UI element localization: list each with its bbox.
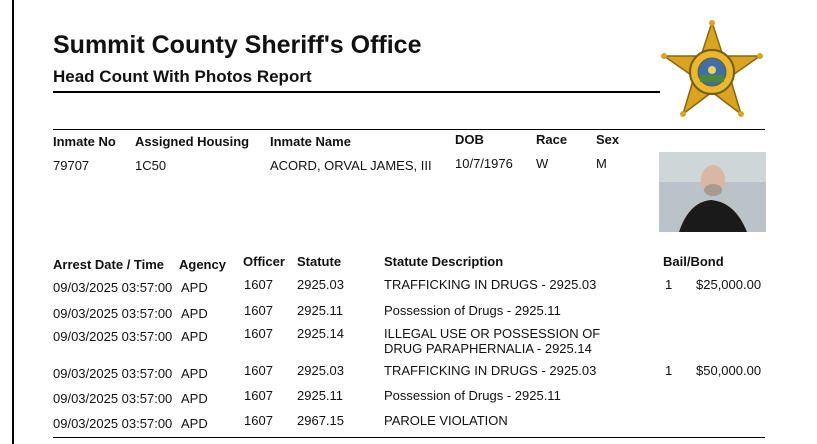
statute: 2925.11 [297,303,344,318]
officer: 1607 [244,303,273,318]
officer: 1607 [244,388,273,403]
inmate-field: M [596,156,607,171]
agency: APD [181,416,208,431]
officer: 1607 [244,363,273,378]
column-header: DOB [455,132,484,147]
officer: 1607 [244,277,273,292]
column-header: Agency [179,257,226,272]
header-rule [53,91,660,93]
statute: 2925.03 [297,277,344,292]
column-header: Arrest Date / Time [53,257,165,272]
statute: 2925.14 [297,326,344,341]
column-header: Sex [596,132,620,147]
agency: APD [181,366,208,381]
agency: APD [181,391,208,406]
description: ILLEGAL USE OR POSSESSION OF DRUG PARAPH… [384,326,601,356]
description: TRAFFICKING IN DRUGS - 2925.03 [384,277,597,292]
bail-count: 1 [665,277,673,292]
column-header: Inmate Name [270,134,351,149]
description: Possession of Drugs - 2925.11 [384,303,561,318]
bail-amount: $50,000.00 [696,363,762,378]
officer: 1607 [244,413,273,428]
description: TRAFFICKING IN DRUGS - 2925.03 [384,363,597,378]
bail-amount: $25,000.00 [696,277,762,292]
inmate-field: 79707 [53,158,90,173]
statute: 2925.03 [297,363,344,378]
arrest: 09/03/2025 03:57:00 [53,366,173,381]
section-rule [53,129,765,130]
column-header: Assigned Housing [135,134,250,149]
inmate-field: 1C50 [135,158,167,173]
column-header: Inmate No [53,134,116,149]
column-header: Officer [243,254,285,269]
column-header: Race [536,132,568,147]
agency: APD [181,280,208,295]
bail-count: 1 [665,363,673,378]
column-header: Bail/Bond [663,254,724,269]
arrest: 09/03/2025 03:57:00 [53,329,173,344]
statute: 2925.11 [297,388,344,403]
agency: APD [181,306,208,321]
arrest: 09/03/2025 03:57:00 [53,391,173,406]
page-edge [12,0,14,444]
inmate-photo [659,152,766,232]
arrest: 09/03/2025 03:57:00 [53,280,173,295]
inmate-field: 10/7/1976 [455,156,513,171]
report-title: Summit County Sheriff's Office [53,31,422,59]
inmate-field: W [536,156,549,171]
description: Possession of Drugs - 2925.11 [384,388,561,403]
statute: 2967.15 [297,413,344,428]
column-header: Statute [297,254,342,269]
column-header: Statute Description [384,254,504,269]
description: PAROLE VIOLATION [384,413,508,428]
arrest: 09/03/2025 03:57:00 [53,306,173,321]
inmate-field: ACORD, ORVAL JAMES, III [270,158,432,173]
arrest: 09/03/2025 03:57:00 [53,416,173,431]
officer: 1607 [244,326,273,341]
report-subtitle: Head Count With Photos Report [53,67,312,86]
section-rule [53,437,765,438]
agency: APD [181,329,208,344]
sheriff-badge [661,20,763,117]
